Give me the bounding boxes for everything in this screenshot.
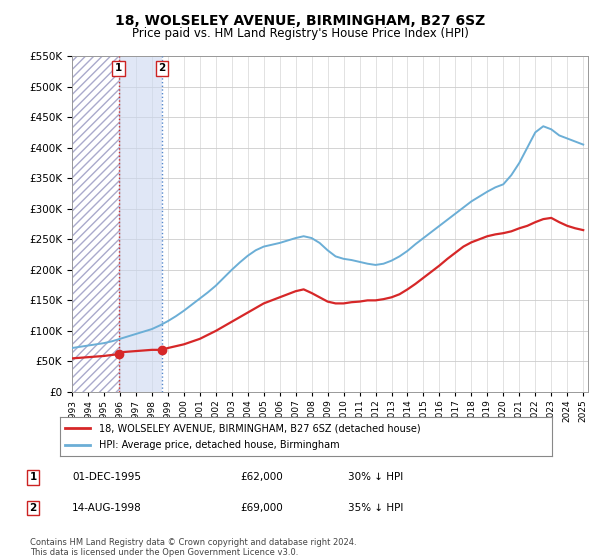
Text: 1: 1	[115, 63, 122, 73]
Text: Contains HM Land Registry data © Crown copyright and database right 2024.
This d: Contains HM Land Registry data © Crown c…	[30, 538, 356, 557]
Text: 18, WOLSELEY AVENUE, BIRMINGHAM, B27 6SZ (detached house): 18, WOLSELEY AVENUE, BIRMINGHAM, B27 6SZ…	[100, 423, 421, 433]
Text: 18, WOLSELEY AVENUE, BIRMINGHAM, B27 6SZ: 18, WOLSELEY AVENUE, BIRMINGHAM, B27 6SZ	[115, 14, 485, 28]
Text: 2: 2	[158, 63, 166, 73]
Text: 14-AUG-1998: 14-AUG-1998	[72, 503, 142, 513]
Bar	[72, 56, 119, 392]
Text: £69,000: £69,000	[240, 503, 283, 513]
Text: HPI: Average price, detached house, Birmingham: HPI: Average price, detached house, Birm…	[100, 440, 340, 450]
Text: 1: 1	[29, 473, 37, 482]
Bar	[119, 56, 162, 392]
Text: Price paid vs. HM Land Registry's House Price Index (HPI): Price paid vs. HM Land Registry's House …	[131, 27, 469, 40]
Text: 35% ↓ HPI: 35% ↓ HPI	[348, 503, 403, 513]
Text: 01-DEC-1995: 01-DEC-1995	[72, 473, 141, 482]
Text: £62,000: £62,000	[240, 473, 283, 482]
Text: 2: 2	[29, 503, 37, 513]
Text: 30% ↓ HPI: 30% ↓ HPI	[348, 473, 403, 482]
